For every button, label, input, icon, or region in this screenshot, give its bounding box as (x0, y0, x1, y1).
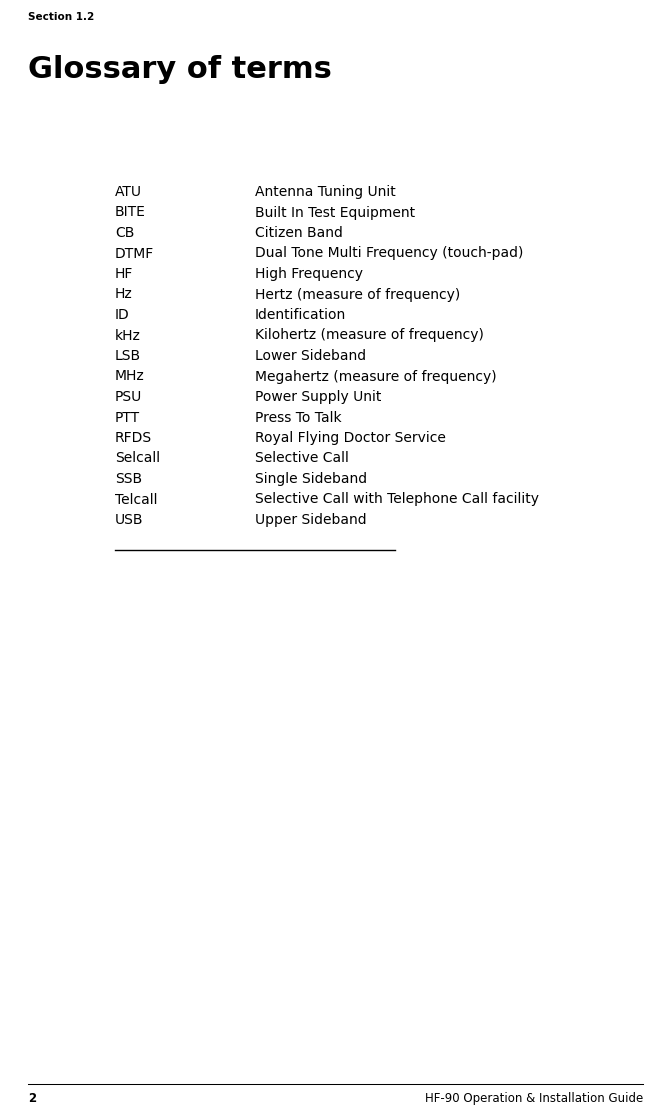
Text: MHz: MHz (115, 370, 145, 383)
Text: Hertz (measure of frequency): Hertz (measure of frequency) (255, 287, 460, 302)
Text: kHz: kHz (115, 328, 141, 343)
Text: Press To Talk: Press To Talk (255, 411, 342, 424)
Text: Royal Flying Doctor Service: Royal Flying Doctor Service (255, 431, 446, 445)
Text: Citizen Band: Citizen Band (255, 226, 343, 240)
Text: PSU: PSU (115, 390, 142, 404)
Text: PTT: PTT (115, 411, 140, 424)
Text: DTMF: DTMF (115, 247, 154, 260)
Text: Antenna Tuning Unit: Antenna Tuning Unit (255, 185, 396, 199)
Text: HF: HF (115, 267, 134, 281)
Text: ATU: ATU (115, 185, 142, 199)
Text: Selcall: Selcall (115, 451, 160, 466)
Text: Glossary of terms: Glossary of terms (28, 55, 332, 84)
Text: BITE: BITE (115, 206, 146, 220)
Text: Dual Tone Multi Frequency (touch-pad): Dual Tone Multi Frequency (touch-pad) (255, 247, 523, 260)
Text: Megahertz (measure of frequency): Megahertz (measure of frequency) (255, 370, 497, 383)
Text: Built In Test Equipment: Built In Test Equipment (255, 206, 415, 220)
Text: Section 1.2: Section 1.2 (28, 12, 94, 22)
Text: Power Supply Unit: Power Supply Unit (255, 390, 381, 404)
Text: Selective Call: Selective Call (255, 451, 349, 466)
Text: HF-90 Operation & Installation Guide: HF-90 Operation & Installation Guide (425, 1092, 643, 1105)
Text: USB: USB (115, 513, 144, 527)
Text: High Frequency: High Frequency (255, 267, 363, 281)
Text: ID: ID (115, 308, 130, 322)
Text: Kilohertz (measure of frequency): Kilohertz (measure of frequency) (255, 328, 484, 343)
Text: 2: 2 (28, 1092, 36, 1105)
Text: CB: CB (115, 226, 134, 240)
Text: Telcall: Telcall (115, 493, 158, 506)
Text: LSB: LSB (115, 349, 141, 363)
Text: Lower Sideband: Lower Sideband (255, 349, 366, 363)
Text: Hz: Hz (115, 287, 133, 302)
Text: Identification: Identification (255, 308, 346, 322)
Text: SSB: SSB (115, 472, 142, 486)
Text: RFDS: RFDS (115, 431, 152, 445)
Text: Selective Call with Telephone Call facility: Selective Call with Telephone Call facil… (255, 493, 539, 506)
Text: Single Sideband: Single Sideband (255, 472, 367, 486)
Text: Upper Sideband: Upper Sideband (255, 513, 366, 527)
